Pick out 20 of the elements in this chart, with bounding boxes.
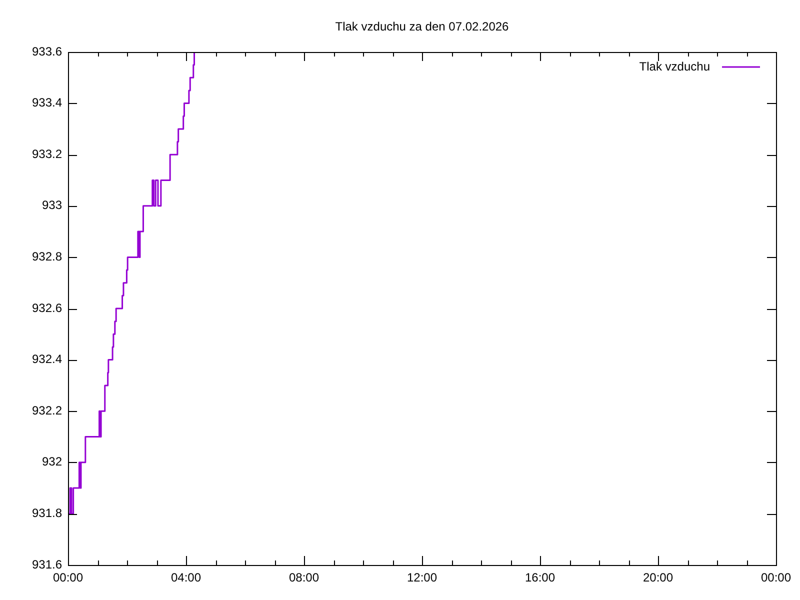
chart-title: Tlak vzduchu za den 07.02.2026 xyxy=(335,19,510,34)
x-tick-label: 00:00 xyxy=(760,570,792,585)
y-tick-label: 932.4 xyxy=(32,352,62,366)
y-tick-label: 932.6 xyxy=(32,300,62,315)
x-tick-label: 12:00 xyxy=(406,570,438,585)
y-tick-label: 933.4 xyxy=(32,96,62,110)
x-tick-label: 20:00 xyxy=(642,570,674,585)
y-tick-label: 933 xyxy=(42,198,62,212)
y-tick-label: 932.2 xyxy=(32,403,62,418)
y-tick-label: 931.6 xyxy=(32,557,62,572)
y-tick-label: 932.8 xyxy=(32,250,62,264)
y-tick-label: 932 xyxy=(42,454,62,469)
y-tick-label: 933.6 xyxy=(32,44,62,58)
y-tick-label: 933.2 xyxy=(32,146,62,161)
x-tick-label: 08:00 xyxy=(288,570,320,585)
y-tick-label: 931.8 xyxy=(32,506,62,520)
legend-label: Tlak vzduchu xyxy=(639,59,710,74)
x-tick-label: 04:00 xyxy=(170,570,202,585)
x-tick-label: 00:00 xyxy=(52,570,84,585)
x-tick-label: 16:00 xyxy=(524,570,556,585)
